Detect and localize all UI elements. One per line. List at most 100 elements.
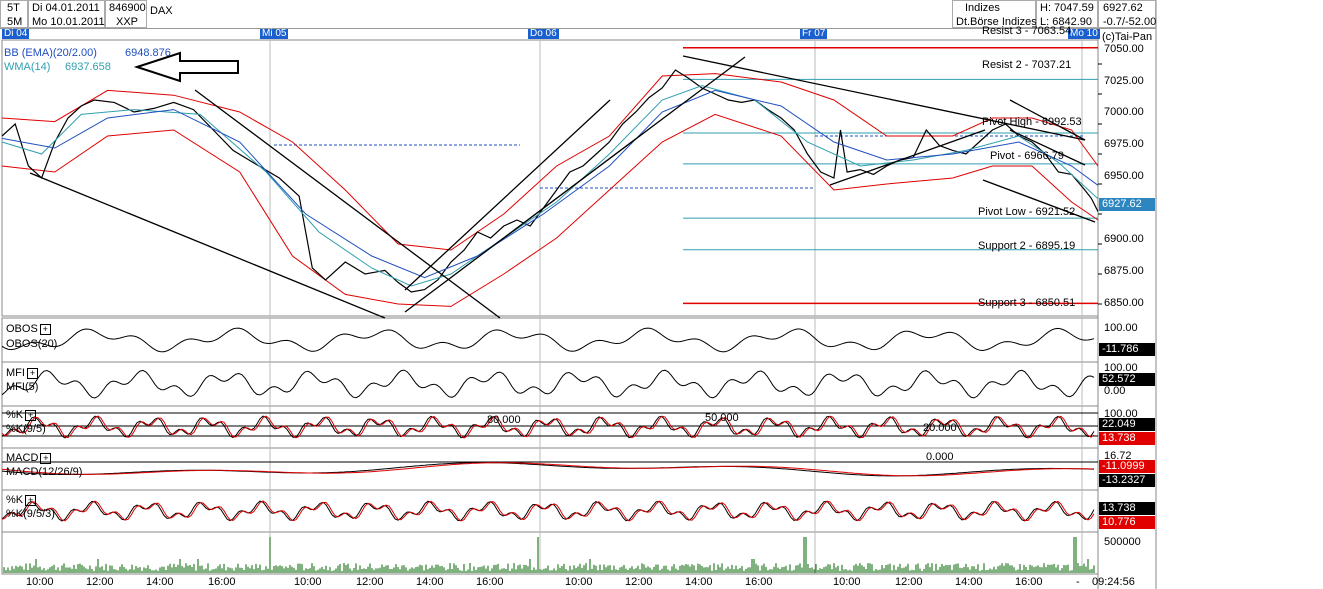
low-value: L: 6842.90	[1040, 16, 1092, 28]
day-tag-3: Fr 07	[800, 28, 828, 39]
obos-tag[interactable]: OBOS +	[6, 323, 51, 335]
date-to: Mo 10.01.2011	[32, 16, 105, 28]
trend-line-0	[29, 172, 386, 319]
bb-legend-label: BB (EMA)(20/2.00)	[4, 47, 97, 59]
instrument-name: DAX	[150, 5, 173, 17]
trend-line-5	[829, 129, 986, 186]
arrow-annotation	[133, 51, 239, 83]
level-label-r2: Resist 2 - 7037.21	[982, 59, 1072, 71]
date-from: Di 04.01.2011	[32, 2, 100, 14]
mfi-name: MFI(5)	[6, 381, 39, 393]
level-label-s2: Support 2 - 6895.19	[978, 240, 1076, 252]
day-tag-2: Do 06	[528, 28, 559, 39]
price-tick-4: 6950.00	[1104, 170, 1144, 182]
stoch2-d-line	[1, 500, 1095, 522]
price-tick-8: 6850.00	[1104, 297, 1144, 309]
macd-name: MACD(12/26/9)	[6, 466, 83, 478]
mfi-axis-0: 0.00	[1104, 385, 1126, 397]
stoch-name: %K(9/5)	[6, 423, 46, 435]
bollinger-upper	[1, 73, 1099, 251]
interval-cell[interactable]: 5T 5M	[0, 0, 28, 28]
series-line-2	[1, 89, 1099, 279]
time-tick-10: 14:00	[685, 576, 713, 588]
time-tick-5: 12:00	[356, 576, 384, 588]
stoch2-k-line	[1, 500, 1095, 522]
time-tick-11: 16:00	[745, 576, 773, 588]
macd-signal-line	[1, 462, 1094, 477]
level-label-ph: Pivot High - 6992.53	[982, 116, 1082, 128]
time-tick-15: 16:00	[1015, 576, 1043, 588]
bb-legend-value: 6948.876	[125, 47, 171, 59]
interval-1: 5T	[7, 2, 20, 14]
macd-value-1: -11.0999	[1099, 460, 1155, 473]
level-label-p: Pivot - 6966.79	[990, 150, 1064, 162]
trend-line-6	[982, 179, 1096, 223]
price-tick-0: 7050.00	[1104, 43, 1144, 55]
mfi-value: 52.572	[1099, 373, 1155, 386]
obos-name: OBOS(20)	[6, 338, 58, 350]
indicator-panel-frame-5	[1, 531, 1099, 575]
interval-2: 5M	[7, 16, 23, 28]
category-cell: Indizes Dt.Börse Indizes	[952, 0, 1037, 28]
stoch2-tag[interactable]: %K +	[6, 494, 37, 506]
branding: (c)Tai-Pan	[1102, 31, 1153, 43]
time-tick-9: 12:00	[625, 576, 653, 588]
time-tick-2: 14:00	[146, 576, 174, 588]
stoch-axis-100: 100.00	[1104, 408, 1138, 420]
stoch-value-1: 22.049	[1099, 418, 1155, 431]
trend-line-3	[404, 99, 611, 291]
time-tick-1: 12:00	[86, 576, 114, 588]
stoch-axis-20: 20.000	[923, 422, 957, 434]
stoch-axis-80: 80.000	[487, 414, 521, 426]
obos-value: -11.786	[1099, 343, 1155, 356]
day-tag-4: Mo 10	[1068, 28, 1100, 39]
price-tick-2: 7000.00	[1104, 106, 1144, 118]
series-line-1	[1, 85, 1099, 287]
time-tick-12: 10:00	[833, 576, 861, 588]
stoch2-name: %K(9/5/3)	[6, 508, 55, 520]
day-tag-0: Di 04	[2, 28, 30, 39]
header-bar: 5T 5M Di 04.01.2011 Mo 10.01.2011 846900…	[0, 0, 1156, 29]
macd-axis-top: 16.72	[1104, 450, 1132, 462]
indicator-panel-frame-4	[1, 489, 1099, 533]
bollinger-lower	[1, 113, 1099, 307]
trend-line-7	[1009, 99, 1086, 141]
exchange: XXP	[116, 16, 139, 28]
hilo-cell: H: 7047.59 L: 6842.90	[1036, 0, 1098, 28]
stoch-tag[interactable]: %K +	[6, 409, 37, 421]
stoch2-value-1: 13.738	[1099, 502, 1155, 515]
date-cell[interactable]: Di 04.01.2011 Mo 10.01.2011	[28, 0, 105, 28]
mfi-axis-100: 100.00	[1104, 362, 1138, 374]
volume-axis: 500000	[1104, 536, 1141, 548]
wma-legend-label: WMA(14)	[4, 61, 51, 73]
macd-value-2: -13.2327	[1099, 474, 1155, 487]
stoch-value-2: 13.738	[1099, 432, 1155, 445]
trend-line-1	[194, 89, 501, 319]
time-tick-13: 12:00	[895, 576, 923, 588]
wma-legend-value: 6937.658	[65, 61, 111, 73]
series-line-0	[1, 69, 1099, 293]
stoch-axis-50: 50.000	[705, 412, 739, 424]
level-label-s3: Support 3 - 6850.51	[978, 297, 1076, 309]
stoch2-value-2: 10.776	[1099, 516, 1155, 529]
time-tick-14: 14:00	[955, 576, 983, 588]
category: Indizes	[965, 2, 1000, 14]
stoch-d-line	[1, 415, 1095, 439]
level-label-pl: Pivot Low - 6921.52	[978, 206, 1076, 218]
price-panel-frame	[1, 39, 1099, 317]
time-tick-0: 10:00	[26, 576, 54, 588]
macd-tag[interactable]: MACD +	[6, 452, 52, 464]
price-tick-6: 6900.00	[1104, 233, 1144, 245]
mfi-tag[interactable]: MFI +	[6, 367, 38, 379]
level-label-r3: Resist 3 - 7063.54	[982, 25, 1072, 37]
time-tick-4: 10:00	[294, 576, 322, 588]
quote-cell: 6927.62 -0.7/-52.00	[1098, 0, 1156, 28]
indicator-panel-frame-0	[1, 317, 1099, 363]
price-tick-7: 6875.00	[1104, 265, 1144, 277]
trend-line-4	[682, 55, 1086, 141]
time-tick-8: 10:00	[565, 576, 593, 588]
mfi-line	[1, 369, 1095, 399]
last-price-box: 6927.62	[1099, 198, 1155, 211]
index-name: Dt.Börse Indizes	[956, 16, 1037, 28]
